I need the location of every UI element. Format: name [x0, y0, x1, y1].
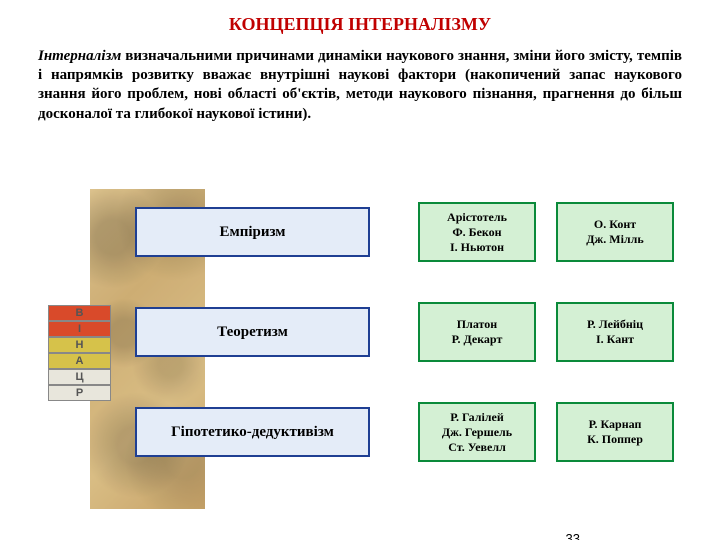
intro-paragraph: Інтерналізм визначальними причинами дина… — [38, 47, 682, 124]
concept-box: Емпіризм — [135, 207, 370, 257]
marker-cell: Ц — [48, 369, 111, 385]
concept-box: Гіпотетико-дедуктивізм — [135, 407, 370, 457]
emphasis-term: Інтерналізм — [38, 48, 121, 64]
page-title: КОНЦЕПЦІЯ ІНТЕРНАЛІЗМУ — [0, 14, 720, 35]
person-box: Р. Карнап К. Поппер — [556, 402, 674, 462]
person-box: Р. Лейбніц І. Кант — [556, 302, 674, 362]
page-number: 33 — [566, 531, 580, 540]
marker-cell: А — [48, 353, 111, 369]
person-box: О. Конт Дж. Мілль — [556, 202, 674, 262]
person-box: Р. Галілей Дж. Гершель Ст. Уевелл — [418, 402, 536, 462]
marker-stack: ВІНАЦР — [48, 305, 111, 401]
marker-cell: В — [48, 305, 111, 321]
diagram-stage: ВІНАЦР Емпіризм Арістотель Ф. Бекон І. Нь… — [0, 189, 720, 529]
paragraph-rest: визначальними причинами динаміки науково… — [38, 48, 682, 122]
marker-cell: Р — [48, 385, 111, 401]
concept-box: Теоретизм — [135, 307, 370, 357]
person-box: Арістотель Ф. Бекон І. Ньютон — [418, 202, 536, 262]
marker-cell: Н — [48, 337, 111, 353]
marker-cell: І — [48, 321, 111, 337]
person-box: Платон Р. Декарт — [418, 302, 536, 362]
